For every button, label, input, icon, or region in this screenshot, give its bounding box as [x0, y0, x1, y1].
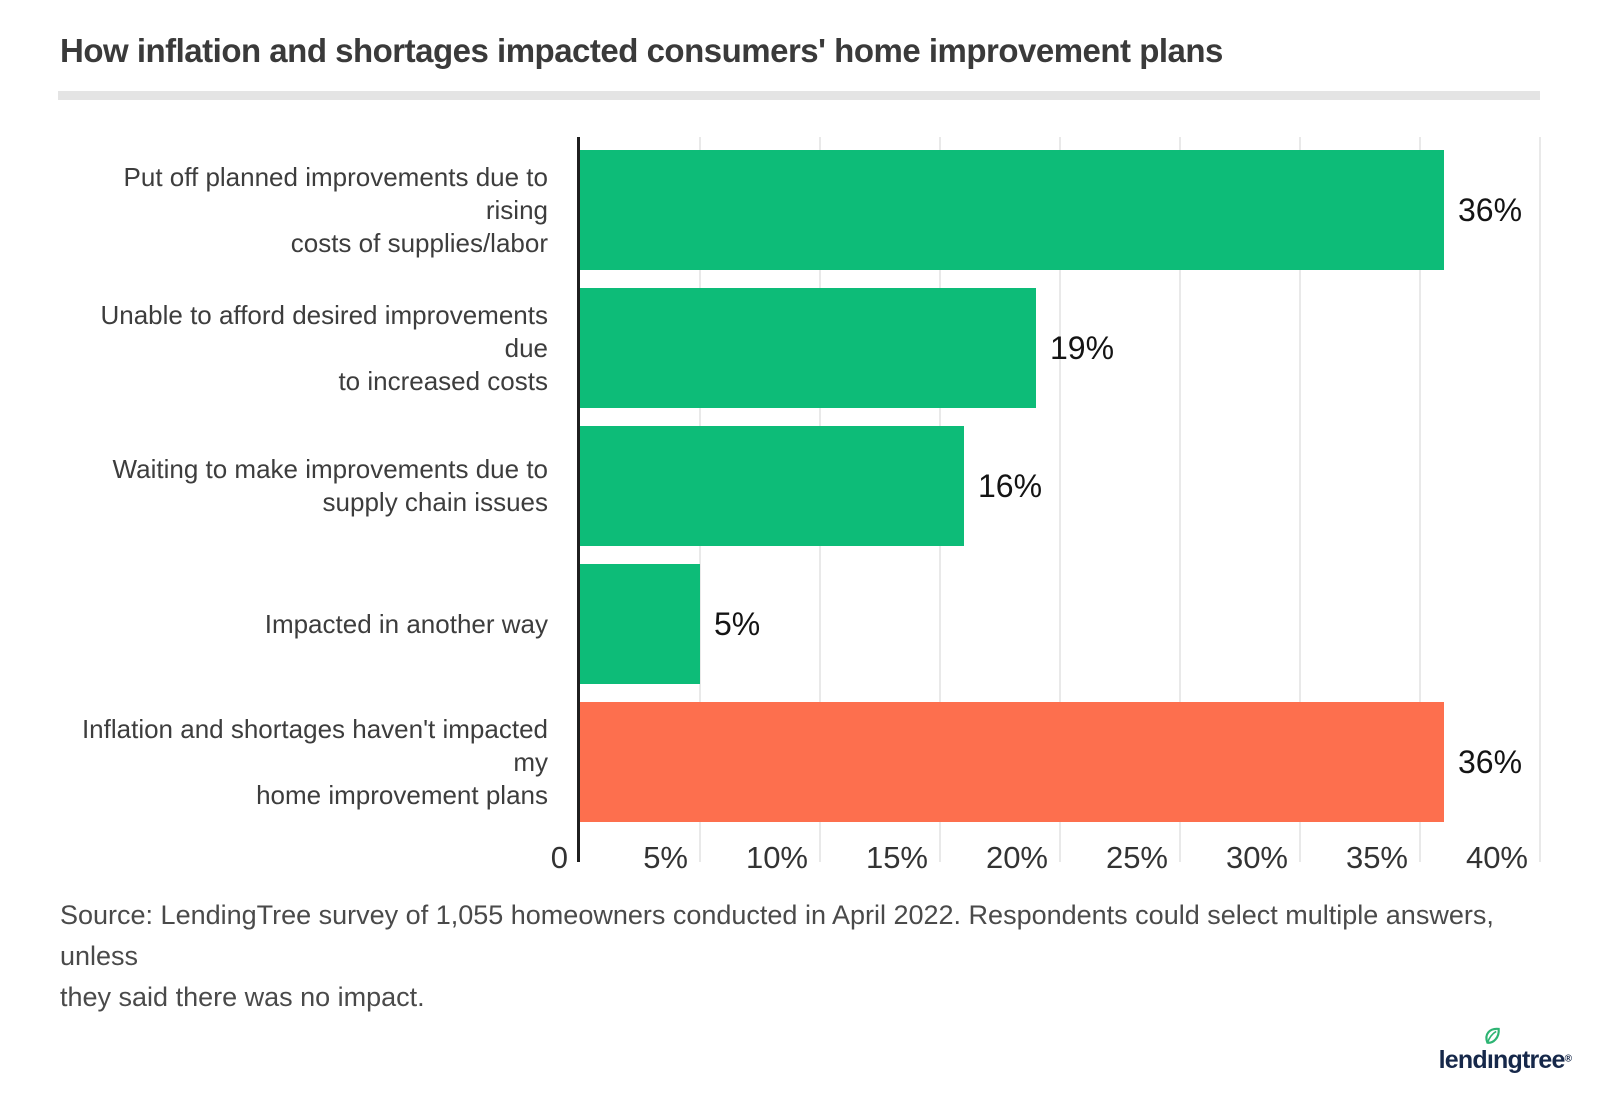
lendingtree-logo: lendı ngtree® [1438, 1027, 1572, 1075]
gridline [1179, 137, 1181, 862]
lendingtree-wordmark: lendı ngtree [1438, 1027, 1565, 1075]
x-tick: 15% [865, 840, 928, 875]
x-tick: 10% [745, 840, 808, 875]
gridline [1539, 137, 1541, 862]
value-label: 16% [978, 468, 1043, 504]
gridline [1299, 137, 1301, 862]
bar-2 [580, 288, 1036, 408]
logo-letter-i: ı [1485, 1027, 1500, 1075]
x-tick: 20% [985, 840, 1048, 875]
y-axis-line [577, 137, 580, 862]
category-label: Unable to afford desired improvements du… [100, 299, 548, 396]
value-label: 36% [1458, 192, 1523, 228]
bar-4 [580, 564, 700, 684]
category-labels-column: Put off planned improvements due to risi… [60, 137, 548, 862]
x-tick: 35% [1345, 840, 1408, 875]
category-label: Impacted in another way [264, 608, 548, 639]
bar-chart-plot-area: 36% 19% 16% 5% 36% [577, 137, 1541, 862]
logo-text-post: ngtree [1493, 1046, 1565, 1074]
value-label: 19% [1050, 330, 1115, 366]
category-label: Waiting to make improvements due to suppl… [112, 454, 548, 517]
value-label: 36% [1458, 744, 1523, 780]
gridline [1059, 137, 1061, 862]
category-label: Put off planned improvements due to risi… [123, 161, 548, 258]
x-tick: 25% [1105, 840, 1168, 875]
x-tick: 5% [643, 840, 688, 875]
x-tick: 30% [1225, 840, 1288, 875]
logo-dotless-i: ı [1486, 1046, 1494, 1074]
x-tick: 0 [550, 840, 568, 875]
bar-5 [580, 702, 1444, 822]
leaf-icon [1485, 1027, 1500, 1044]
registered-mark: ® [1564, 1053, 1572, 1065]
title-divider [58, 91, 1540, 100]
category-label: Inflation and shortages haven't impacted… [81, 713, 548, 810]
gridline [1419, 137, 1421, 862]
bar-1 [580, 150, 1444, 270]
source-note-line2: they said there was no impact. [60, 982, 425, 1012]
source-note-line1: Source: LendingTree survey of 1,055 home… [60, 900, 1494, 971]
value-label: 5% [714, 606, 761, 642]
chart-title: How inflation and shortages impacted con… [60, 32, 1223, 69]
x-tick: 40% [1465, 840, 1528, 875]
logo-text-pre: lend [1438, 1046, 1488, 1074]
x-axis-ticks: 0 5% 10% 15% 20% 25% 30% 35% 40% [551, 840, 1540, 880]
source-note: Source: LendingTree survey of 1,055 home… [60, 895, 1540, 1018]
bar-3 [580, 426, 964, 546]
